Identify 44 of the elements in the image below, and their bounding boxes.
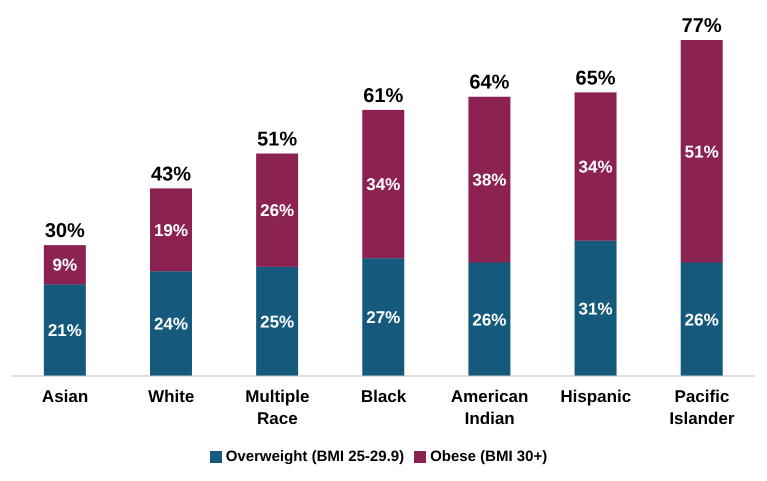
x-tick-label: Black	[360, 387, 407, 406]
bar	[44, 284, 86, 376]
x-tick-label: Hispanic	[560, 387, 632, 406]
total-label: 65%	[576, 67, 616, 90]
total-label: 51%	[257, 128, 298, 150]
bar	[468, 262, 510, 376]
data-label: 34%	[578, 158, 613, 177]
data-label: 19%	[154, 220, 188, 240]
data-label: 31%	[578, 299, 613, 318]
total-label: 30%	[44, 220, 86, 242]
total-label: 61%	[363, 84, 404, 107]
x-tick-label: Pacific Islander	[669, 387, 735, 428]
data-label: 34%	[366, 175, 400, 194]
x-tick-label: White	[148, 387, 194, 406]
bar	[44, 245, 86, 284]
data-label: 26%	[260, 201, 294, 220]
data-label: 27%	[366, 308, 400, 328]
x-tick-label: Asian	[42, 387, 88, 406]
legend-label: Obese (BMI 30+)	[430, 448, 548, 465]
bar	[468, 96, 510, 263]
data-label: 21%	[48, 321, 82, 340]
bar	[256, 266, 298, 376]
legend-label: Overweight (BMI 25-29.9)	[226, 448, 404, 465]
data-label: 38%	[472, 170, 506, 190]
data-label: 51%	[684, 142, 719, 162]
data-label: 25%	[260, 312, 294, 332]
total-label: 77%	[682, 15, 722, 37]
bar	[256, 153, 298, 267]
bar	[680, 262, 723, 376]
bar	[150, 188, 192, 272]
bar	[362, 258, 404, 376]
bar	[574, 240, 617, 376]
x-tick-label: Multiple Race	[245, 387, 310, 428]
data-label: 26%	[472, 310, 506, 330]
data-label: 26%	[684, 310, 719, 330]
bar	[680, 40, 723, 263]
total-label: 43%	[150, 163, 192, 186]
bar	[574, 92, 617, 241]
bar	[150, 271, 192, 376]
data-label: 9%	[52, 256, 78, 275]
total-label: 64%	[469, 72, 510, 94]
x-tick-label: American Indian	[450, 387, 528, 428]
data-label: 24%	[154, 314, 188, 334]
bar	[362, 110, 404, 258]
